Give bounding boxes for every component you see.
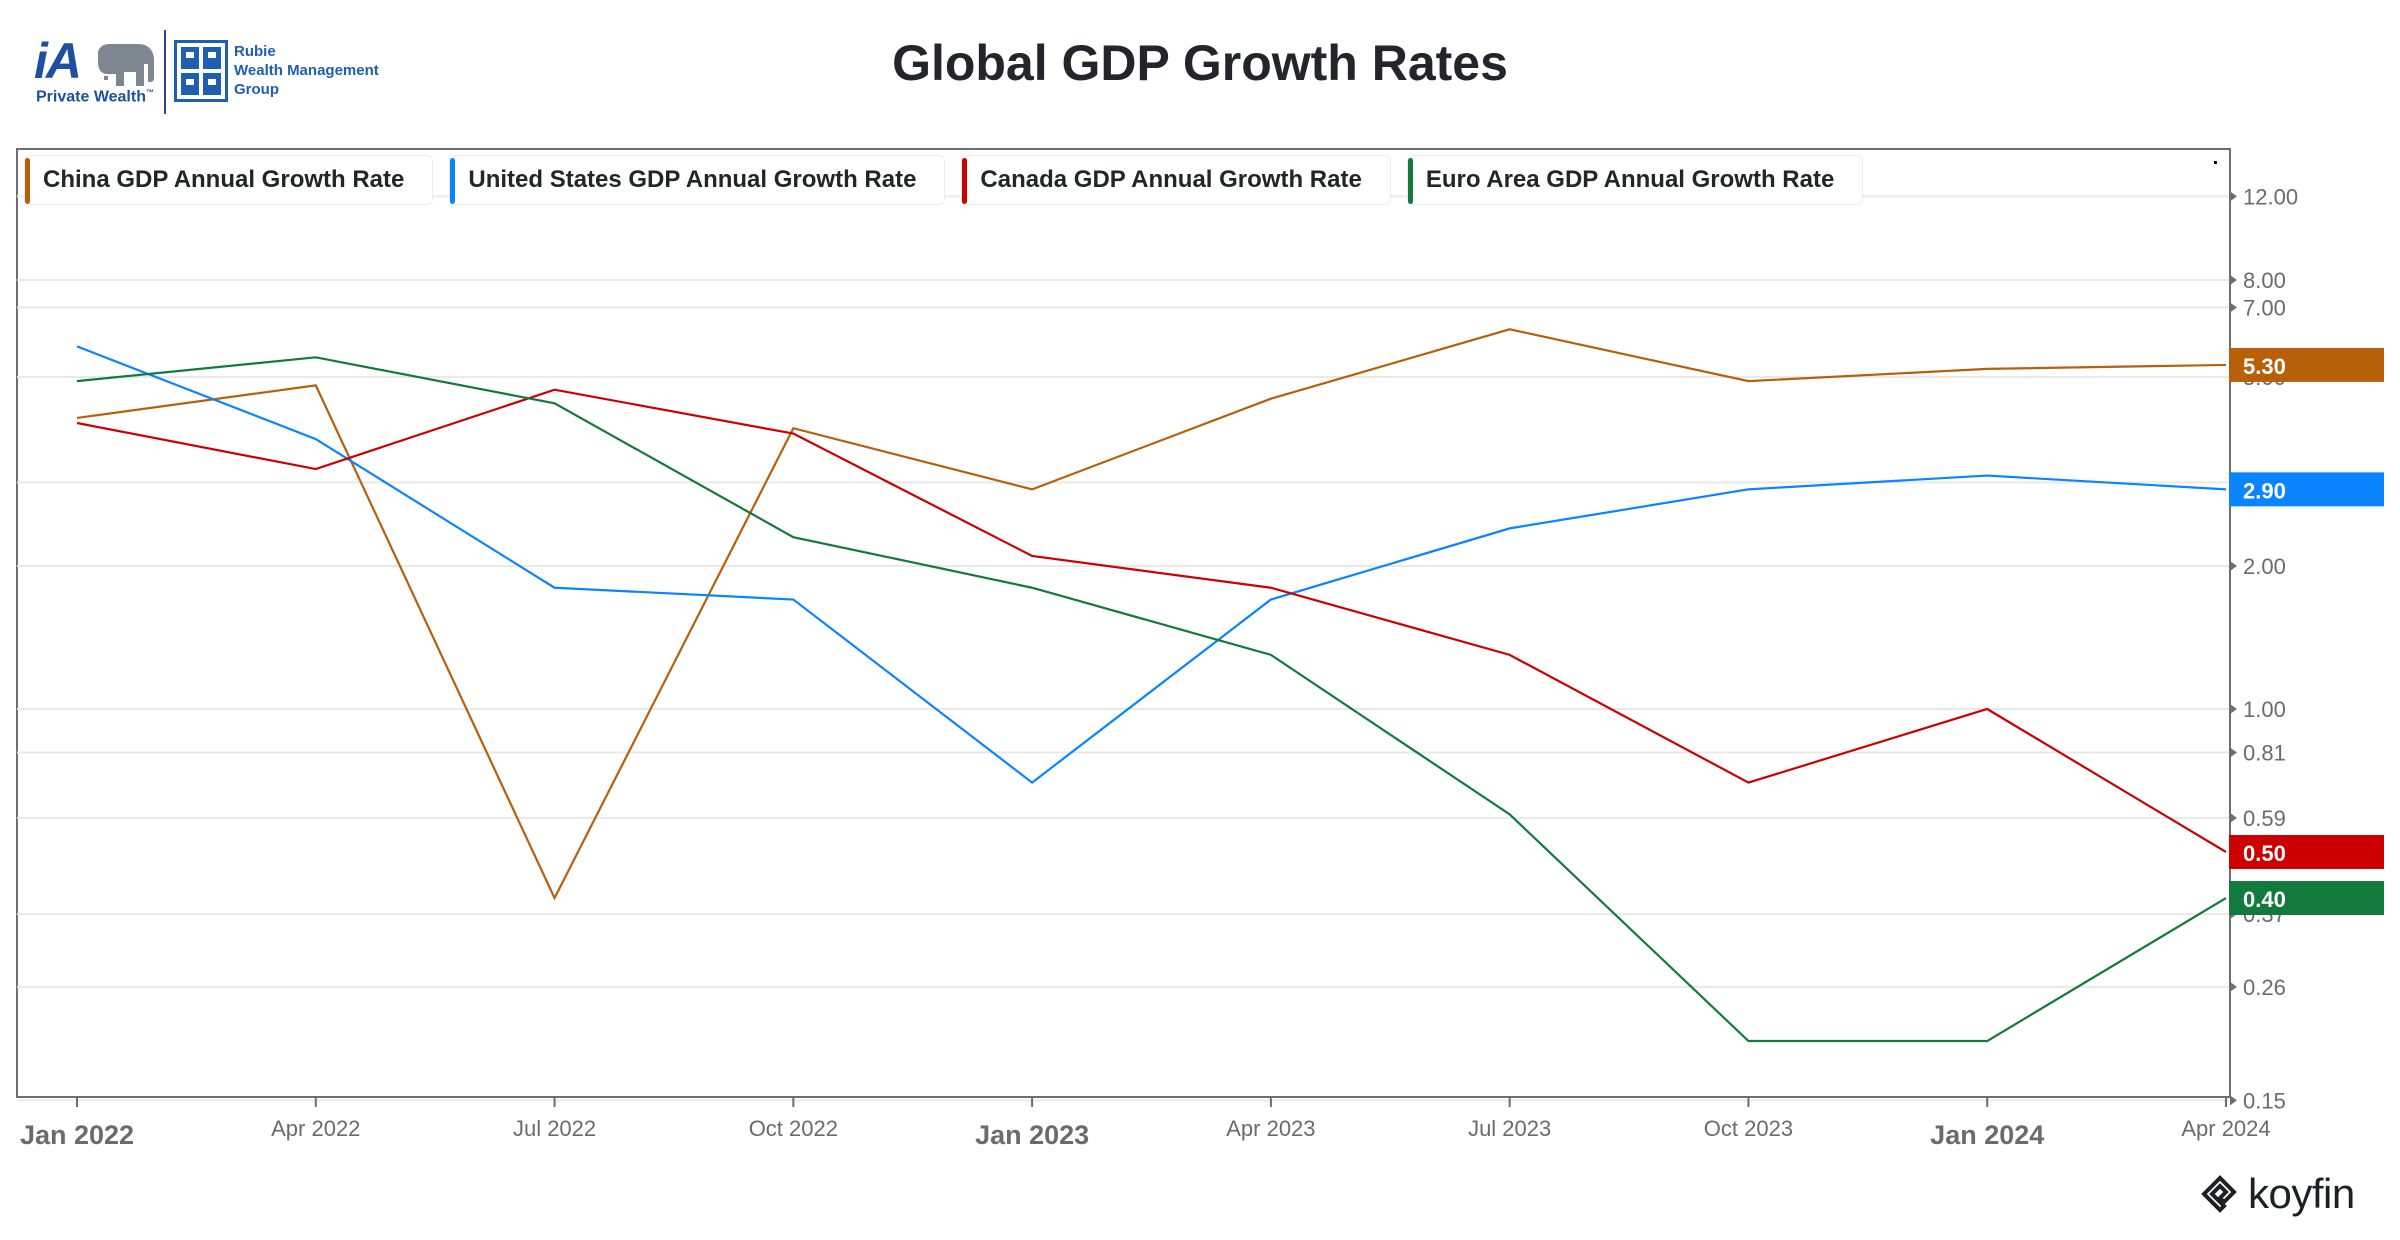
- y-tick-marker: [2230, 704, 2237, 714]
- series-line-canada: [76, 388, 2227, 853]
- legend-label-euro-area: Euro Area GDP Annual Growth Rate: [1425, 166, 1835, 193]
- y-tick-label: 0.26: [2243, 975, 2286, 1000]
- series-line-china: [76, 328, 2227, 901]
- y-tick-marker: [2230, 561, 2237, 571]
- y-tick-marker: [2230, 812, 2237, 823]
- legend-swatch-united-states: [450, 158, 456, 204]
- x-tick-label: Jan 2024: [1930, 1120, 2044, 1150]
- x-tick-label: Oct 2022: [749, 1116, 838, 1141]
- rubie-monogram-icon: [181, 47, 221, 95]
- y-tick-label: 12.00: [2243, 184, 2298, 209]
- legend-label-united-states: United States GDP Annual Growth Rate: [468, 166, 917, 193]
- series-line-united-states: [76, 345, 2227, 784]
- koyfin-wordmark: koyfin: [2248, 1170, 2355, 1217]
- legend-label-canada: Canada GDP Annual Growth Rate: [980, 166, 1362, 193]
- y-tick-label: 8.00: [2243, 268, 2286, 293]
- y-tick-label: 0.15: [2243, 1088, 2286, 1113]
- legend-item-china[interactable]: China GDP Annual Growth Rate: [24, 155, 434, 205]
- rubie-line-1: Rubie: [234, 43, 276, 60]
- last-value-badge-united-states: [2229, 472, 2384, 507]
- y-tick-label: 7.00: [2243, 296, 2286, 321]
- legend-swatch-canada: [962, 158, 968, 204]
- last-value-label-canada: 0.50: [2243, 841, 2286, 866]
- series-line-euro-area: [76, 356, 2227, 1043]
- rubie-mark-icon: [174, 40, 228, 102]
- x-tick-label: Jul 2022: [513, 1116, 596, 1141]
- last-value-badge-euro-area: [2229, 881, 2384, 916]
- x-tick-label: Apr 2024: [2181, 1116, 2270, 1141]
- ia-private-wealth-logo: iA Private Wealth™: [34, 33, 164, 108]
- y-tick-marker: [2230, 747, 2237, 758]
- koyfin-logo: koyfin: [2200, 1170, 2355, 1218]
- y-tick-marker: [2230, 191, 2237, 202]
- chart-title: Global GDP Growth Rates: [892, 35, 1508, 91]
- y-tick-label: 0.59: [2243, 806, 2286, 831]
- last-value-badge-china: [2229, 347, 2384, 382]
- koyfin-icon: [2201, 1175, 2237, 1213]
- last-value-badge-canada: [2229, 835, 2384, 869]
- logo-divider: [164, 30, 166, 114]
- ia-logo-subtitle-text: Private Wealth: [36, 88, 146, 106]
- chart-legend: China GDP Annual Growth Rate United Stat…: [24, 155, 1864, 207]
- y-tick-marker: [2230, 981, 2237, 992]
- legend-swatch-euro-area: [1407, 158, 1413, 204]
- y-tick-label: 1.00: [2243, 697, 2286, 722]
- rubie-line-2: Wealth Management: [234, 62, 379, 79]
- ia-logo-subtitle: Private Wealth™: [36, 88, 154, 106]
- y-tick-label: 2.00: [2243, 554, 2286, 579]
- x-tick-label: Jan 2022: [20, 1120, 134, 1150]
- x-tick-label: Apr 2022: [271, 1116, 360, 1141]
- y-tick-label: 0.81: [2243, 740, 2286, 765]
- x-tick-label: Jul 2023: [1468, 1116, 1551, 1141]
- legend-item-euro-area[interactable]: Euro Area GDP Annual Growth Rate: [1406, 155, 1864, 205]
- y-tick-marker: [2230, 302, 2237, 313]
- ia-logo-mark: iA: [34, 33, 82, 89]
- legend-item-united-states[interactable]: United States GDP Annual Growth Rate: [449, 155, 946, 205]
- legend-swatch-china: [25, 158, 30, 204]
- rubie-wealth-name: Rubie Wealth Management Group: [234, 42, 379, 99]
- x-tick-label: Oct 2023: [1704, 1116, 1793, 1141]
- legend-label-china: China GDP Annual Growth Rate: [43, 166, 405, 193]
- rubie-line-3: Group: [234, 81, 279, 98]
- header: iA Private Wealth™ Rubie Wealth Manageme…: [0, 0, 2400, 140]
- x-tick-label: Jan 2023: [975, 1120, 1089, 1150]
- legend-item-canada[interactable]: Canada GDP Annual Growth Rate: [961, 155, 1391, 205]
- last-value-label-china: 5.30: [2243, 354, 2286, 379]
- last-value-label-united-states: 2.90: [2243, 478, 2286, 503]
- elephant-icon: [98, 44, 154, 86]
- last-value-label-euro-area: 0.40: [2243, 887, 2286, 912]
- y-tick-marker: [2230, 1095, 2237, 1106]
- trademark-symbol: ™: [145, 88, 154, 97]
- x-tick-label: Apr 2023: [1226, 1116, 1315, 1141]
- chart-plot-frame: [16, 148, 2231, 1098]
- y-tick-marker: [2230, 275, 2237, 285]
- rubie-wealth-logo: Rubie Wealth Management Group: [174, 40, 404, 104]
- corner-marker: [2214, 161, 2217, 164]
